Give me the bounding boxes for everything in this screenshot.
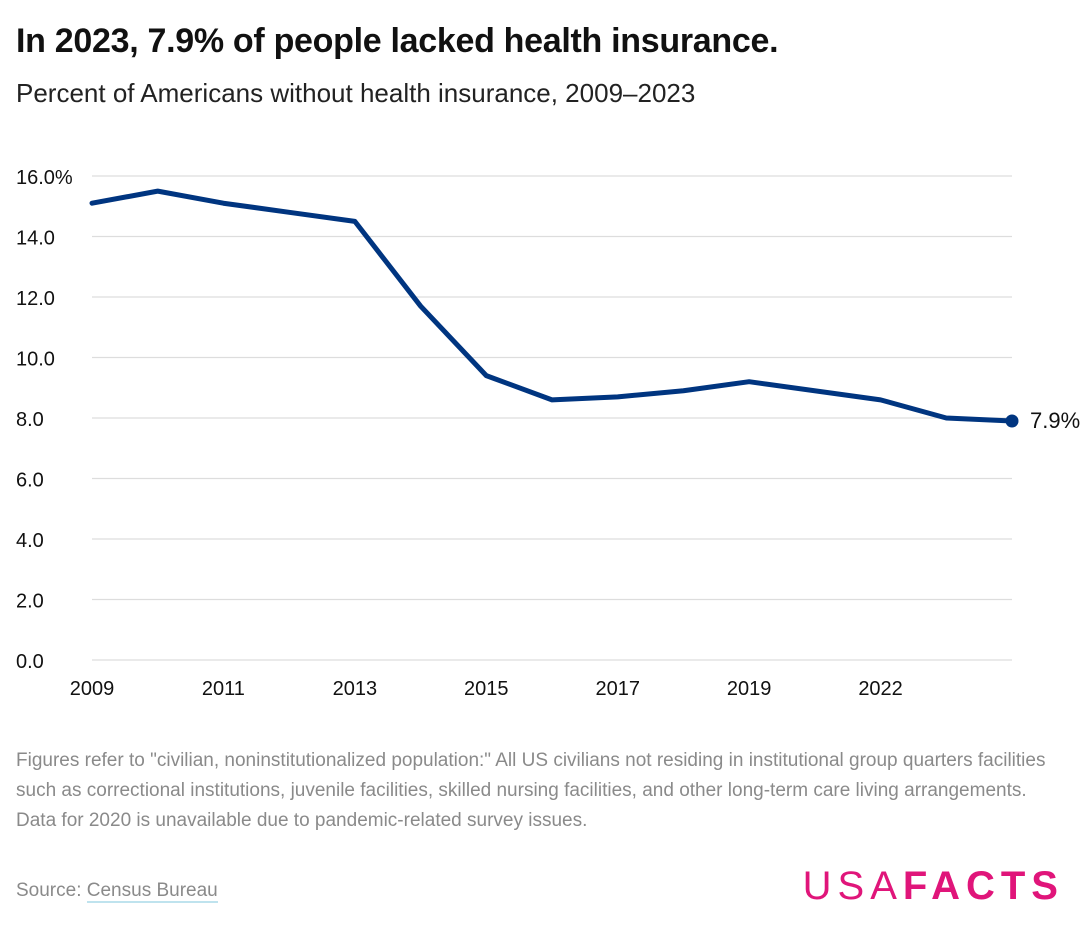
y-tick-label: 4.0 bbox=[16, 530, 44, 552]
y-tick-label: 16.0% bbox=[16, 167, 73, 189]
x-axis-ticks: 2009 2011 2013 2015 2017 2019 2022 bbox=[70, 678, 903, 700]
series-layer bbox=[89, 188, 1019, 428]
y-tick-label: 10.0 bbox=[16, 349, 55, 371]
footnote: Figures refer to "civilian, noninstituti… bbox=[16, 750, 1046, 831]
chart-subtitle: Percent of Americans without health insu… bbox=[16, 78, 696, 108]
source-prefix: Source: bbox=[16, 880, 87, 901]
y-tick-label: 14.0 bbox=[16, 228, 55, 250]
x-tick-label: 2017 bbox=[595, 678, 640, 700]
x-tick-label: 2011 bbox=[202, 678, 245, 700]
x-tick-label: 2013 bbox=[333, 678, 378, 700]
end-point-marker bbox=[1005, 414, 1019, 428]
x-tick-label: 2015 bbox=[464, 678, 509, 700]
series-line bbox=[89, 188, 1015, 424]
x-tick-label: 2009 bbox=[70, 678, 115, 700]
logo-facts: FACTS bbox=[902, 864, 1064, 908]
logo-usa: USA bbox=[802, 864, 903, 908]
source-line: Source: Census Bureau bbox=[16, 880, 218, 903]
y-tick-label: 0.0 bbox=[16, 651, 44, 673]
source-link[interactable]: Census Bureau bbox=[86, 880, 218, 903]
x-tick-label: 2019 bbox=[727, 678, 772, 700]
y-tick-label: 8.0 bbox=[16, 409, 44, 431]
x-tick-label: 2022 bbox=[858, 678, 903, 700]
end-label-layer: 7.9% bbox=[1030, 408, 1080, 433]
chart-title: In 2023, 7.9% of people lacked health in… bbox=[16, 22, 779, 60]
usafacts-logo: USAFACTS bbox=[803, 864, 1064, 909]
end-value-label: 7.9% bbox=[1030, 408, 1080, 433]
gridlines bbox=[92, 175, 1012, 661]
line-chart: 16.0% 14.0 12.0 10.0 8.0 6.0 4.0 2.0 0.0 2009 201… bbox=[16, 167, 1080, 700]
y-axis-ticks: 16.0% 14.0 12.0 10.0 8.0 6.0 4.0 2.0 0.0 bbox=[16, 167, 73, 673]
y-tick-label: 12.0 bbox=[16, 288, 55, 310]
y-tick-label: 2.0 bbox=[16, 591, 44, 613]
y-tick-label: 6.0 bbox=[16, 470, 44, 492]
